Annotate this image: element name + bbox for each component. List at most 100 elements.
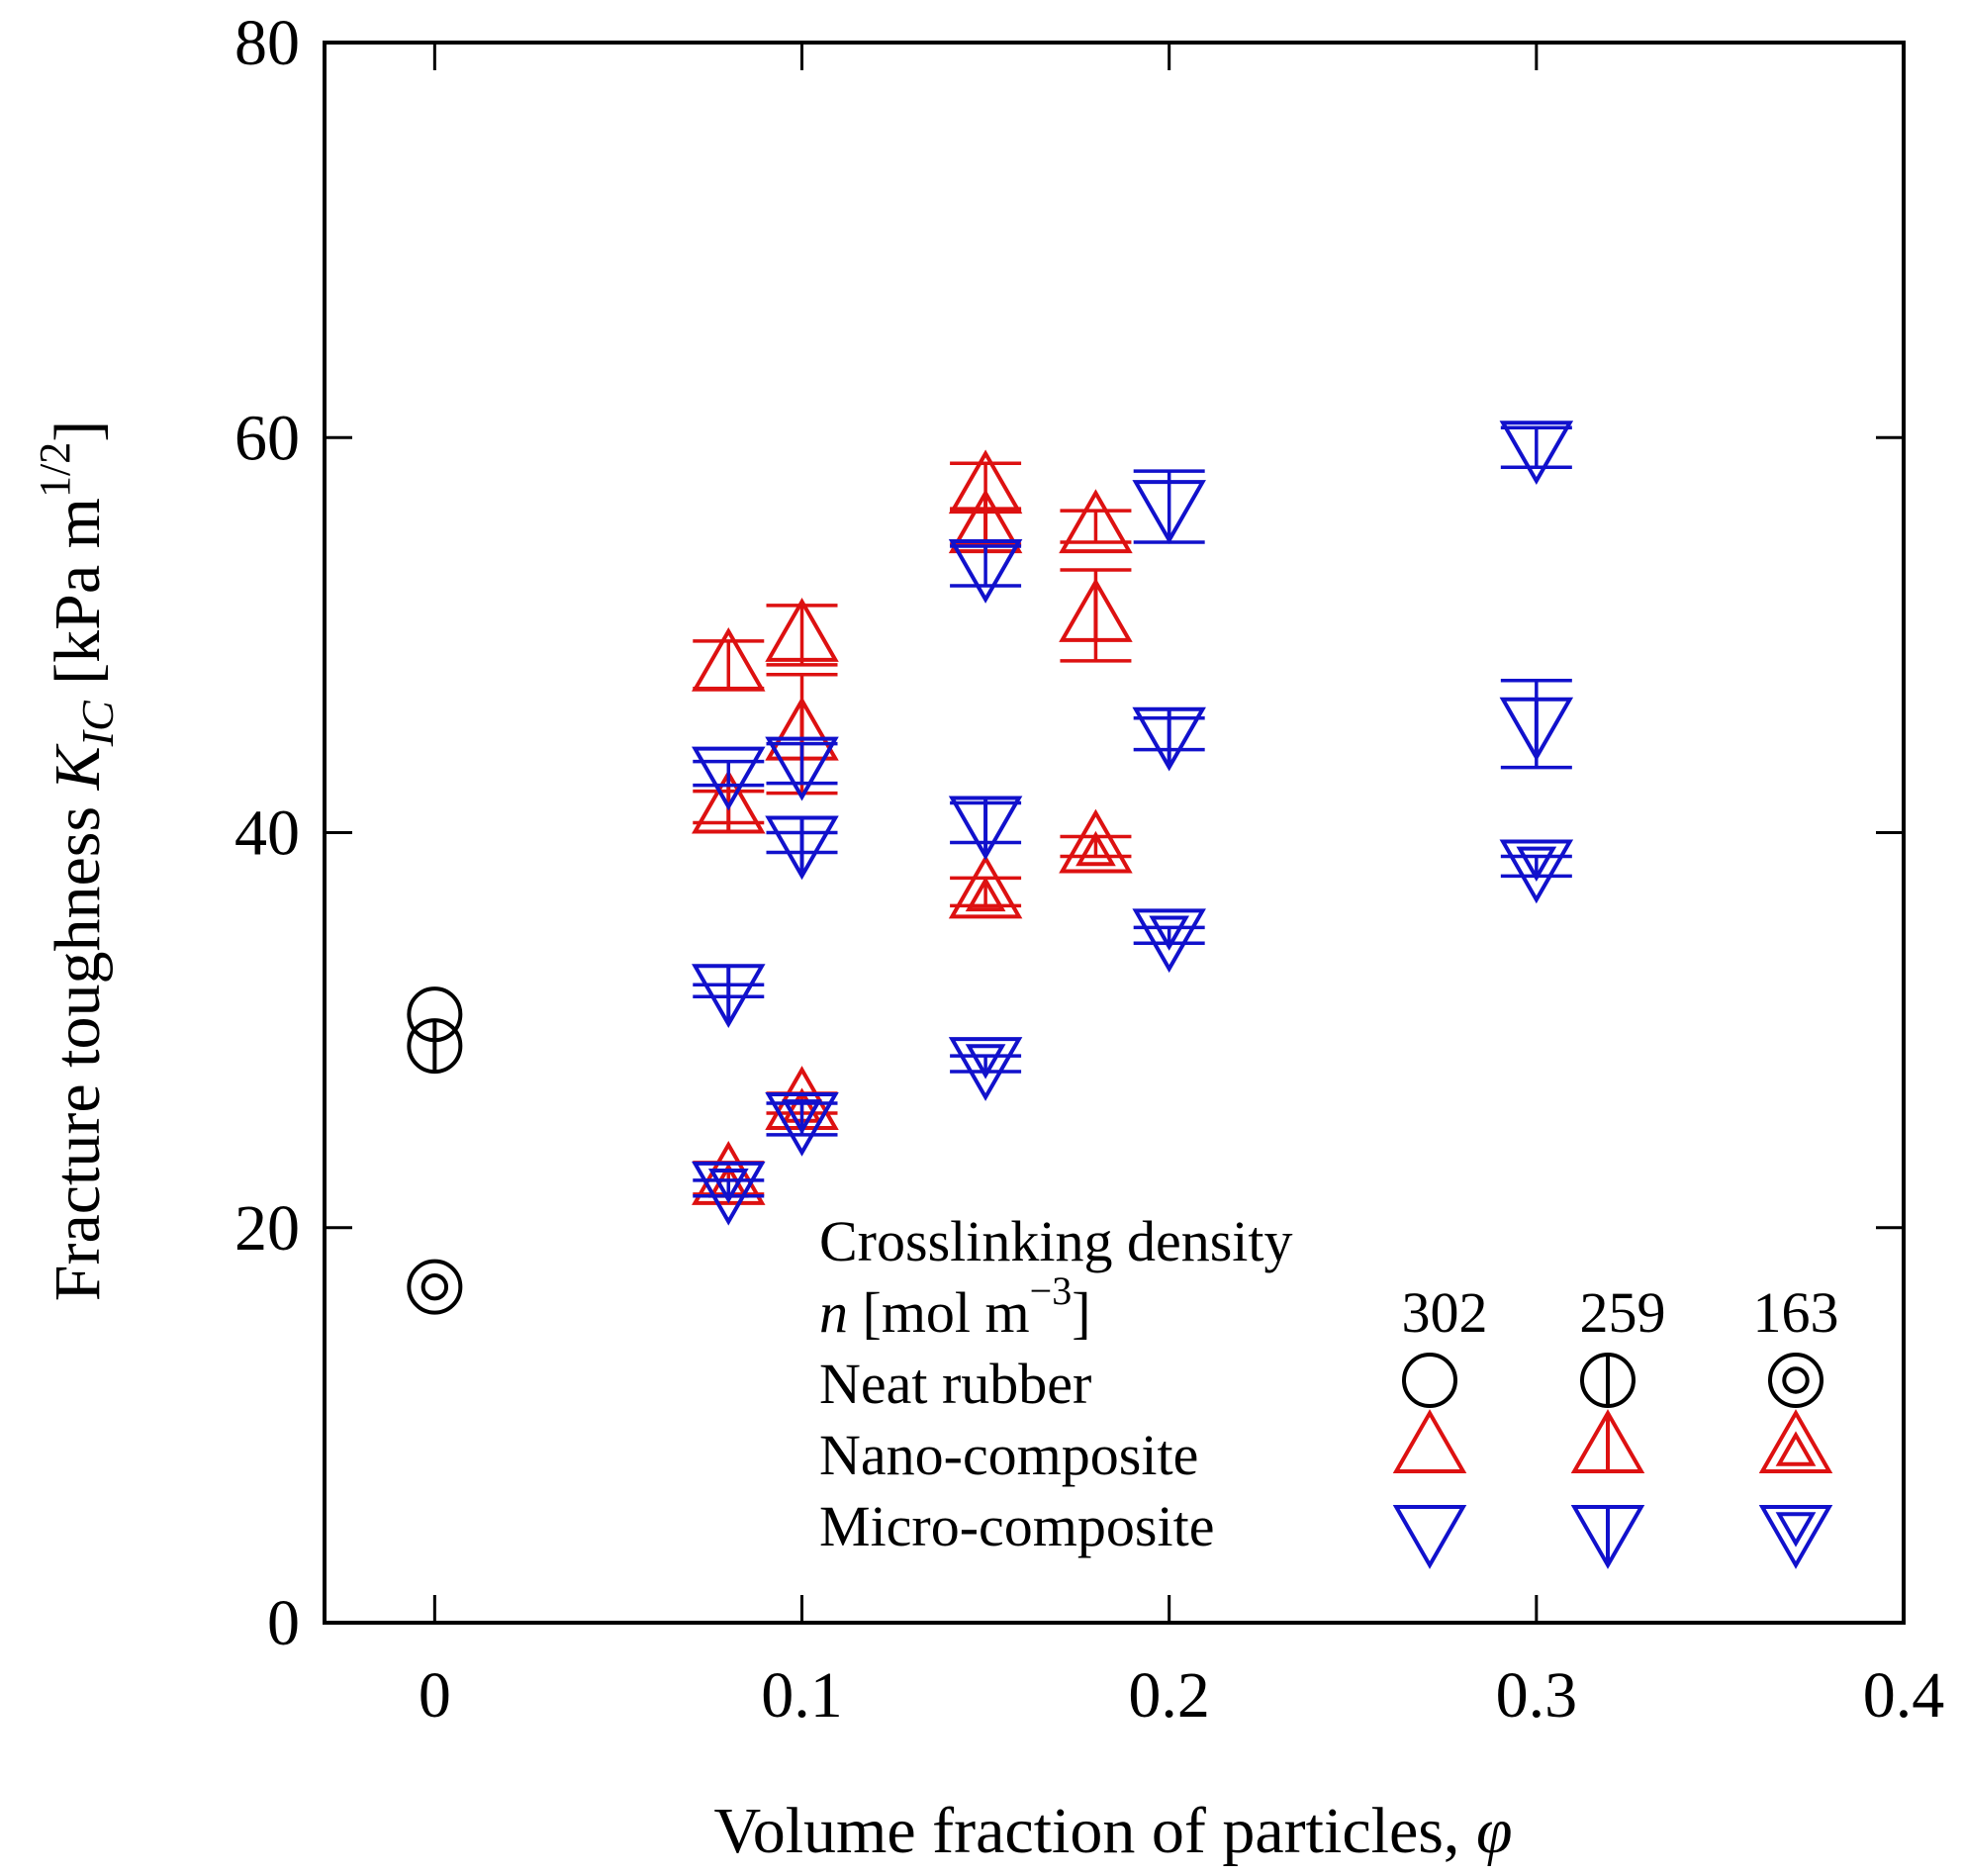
x-tick-label: 0.1 xyxy=(761,1659,843,1732)
series-micro-composite-259 xyxy=(692,679,1574,1029)
marker-outline xyxy=(1768,1353,1823,1408)
marker-outline xyxy=(765,1091,839,1157)
marker-outline xyxy=(1132,480,1206,544)
error-bar xyxy=(1133,925,1205,946)
legend-symbol-neat-rubber-302 xyxy=(1402,1353,1457,1408)
legend-symbols xyxy=(1392,1353,1833,1569)
y-axis-label-unit-sup: 1/2 xyxy=(31,442,79,498)
x-axis-label-symbol: φ xyxy=(1476,1795,1513,1867)
marker-outline xyxy=(692,626,766,692)
legend-symbol-neat-rubber-259 xyxy=(1580,1353,1636,1408)
marker-inner xyxy=(965,1044,1006,1079)
marker-outline xyxy=(948,539,1023,604)
marker-inner xyxy=(965,876,1006,912)
marker-inner xyxy=(1775,1512,1817,1548)
y-tick-label: 60 xyxy=(234,402,300,474)
error-bar xyxy=(950,1054,1022,1074)
x-axis-label-pre: Volume fraction of particles, xyxy=(714,1795,1476,1867)
data-point xyxy=(1059,808,1133,874)
marker-outline xyxy=(948,1037,1023,1101)
legend-symbol-nano-composite-163 xyxy=(1758,1409,1833,1473)
x-tick-label: 0.3 xyxy=(1496,1659,1578,1732)
marker-outline xyxy=(1059,489,1133,554)
data-point xyxy=(1499,421,1574,486)
marker-outline xyxy=(1758,1505,1833,1569)
legend-row-micro-composite: Micro-composite xyxy=(819,1494,1214,1558)
y-axis-label: Fracture toughness KIC [kPa m1/2] xyxy=(31,421,123,1301)
marker-outline xyxy=(765,598,839,662)
error-bar xyxy=(950,544,1022,588)
series-neat-rubber-259 xyxy=(407,1018,463,1075)
y-axis-label-subscript: IC xyxy=(72,700,123,747)
plot-frame xyxy=(323,41,1906,1625)
legend-column-302: 302 xyxy=(1402,1280,1488,1345)
x-axis-label: Volume fraction of particles, φ xyxy=(714,1795,1513,1867)
marker-inner xyxy=(1075,830,1116,867)
data-point xyxy=(765,815,839,881)
series-nano-composite-302 xyxy=(692,449,1133,692)
data-point xyxy=(1059,489,1133,554)
data-point xyxy=(1132,480,1206,544)
marker-inner xyxy=(421,1272,449,1301)
data-point xyxy=(1132,908,1206,974)
legend-symbol-micro-composite-163 xyxy=(1758,1505,1833,1569)
marker-outline xyxy=(692,1161,766,1226)
data-point xyxy=(1499,697,1574,762)
y-axis-label-unit: [kPa m xyxy=(42,498,114,701)
y-tick-label: 40 xyxy=(234,797,300,870)
data-point xyxy=(407,1259,463,1315)
legend: Crosslinking density n [mol m−3] 302 259… xyxy=(819,1209,1839,1569)
marker-outline xyxy=(1059,808,1133,874)
data-point xyxy=(765,1091,839,1157)
marker-outline xyxy=(948,854,1023,919)
error-bar xyxy=(693,639,765,691)
data-point xyxy=(765,598,839,662)
marker-inner xyxy=(1516,846,1557,883)
marker-outline xyxy=(1499,421,1574,486)
error-bar xyxy=(766,741,838,786)
error-bar xyxy=(1060,509,1132,544)
x-tick-label: 0 xyxy=(419,1659,451,1732)
legend-symbol-neat-rubber-163 xyxy=(1768,1353,1823,1408)
legend-symbol-micro-composite-302 xyxy=(1392,1505,1467,1569)
series-micro-composite-302 xyxy=(692,421,1574,811)
data-point xyxy=(692,626,766,692)
marker-inner xyxy=(1782,1366,1810,1394)
data-point xyxy=(692,746,766,811)
marker-inner xyxy=(707,1169,749,1204)
legend-symbol-micro-composite-259 xyxy=(1570,1505,1645,1569)
series-nano-composite-163 xyxy=(692,808,1133,1205)
x-tick-label: 0.4 xyxy=(1863,1659,1945,1732)
legend-unit-close: ] xyxy=(1072,1280,1090,1345)
legend-unit: n [mol m−3] xyxy=(819,1268,1091,1345)
series-neat-rubber-163 xyxy=(407,1259,463,1315)
marker-outline xyxy=(765,736,839,801)
legend-unit-sup: −3 xyxy=(1030,1268,1073,1313)
marker-outline xyxy=(1392,1505,1467,1569)
marker-inner xyxy=(782,1099,822,1135)
data-point xyxy=(1499,839,1574,904)
data-point xyxy=(692,964,766,1029)
y-axis-label-unit-close: ] xyxy=(42,421,114,442)
data-point xyxy=(692,1161,766,1226)
data-point xyxy=(948,1037,1023,1101)
legend-symbol-nano-composite-302 xyxy=(1392,1409,1467,1473)
marker-inner xyxy=(1149,915,1190,951)
x-tick-label: 0.2 xyxy=(1128,1659,1210,1732)
legend-title: Crosslinking density xyxy=(819,1209,1293,1273)
y-axis-label-pre: Fracture toughness xyxy=(42,790,114,1301)
marker-outline xyxy=(692,746,766,811)
legend-unit-pre: [mol m xyxy=(848,1280,1030,1345)
y-axis-label-symbol: K xyxy=(42,743,114,791)
data-point xyxy=(1132,706,1206,772)
series-micro-composite-163 xyxy=(692,839,1574,1226)
data-point xyxy=(948,796,1023,861)
marker-outline xyxy=(1758,1409,1833,1473)
legend-unit-symbol: n xyxy=(819,1280,848,1345)
y-tick-label: 0 xyxy=(267,1587,300,1659)
marker-outline xyxy=(1402,1353,1457,1408)
data-point xyxy=(948,854,1023,919)
error-bar xyxy=(1500,425,1572,469)
marker-outline xyxy=(1132,908,1206,974)
